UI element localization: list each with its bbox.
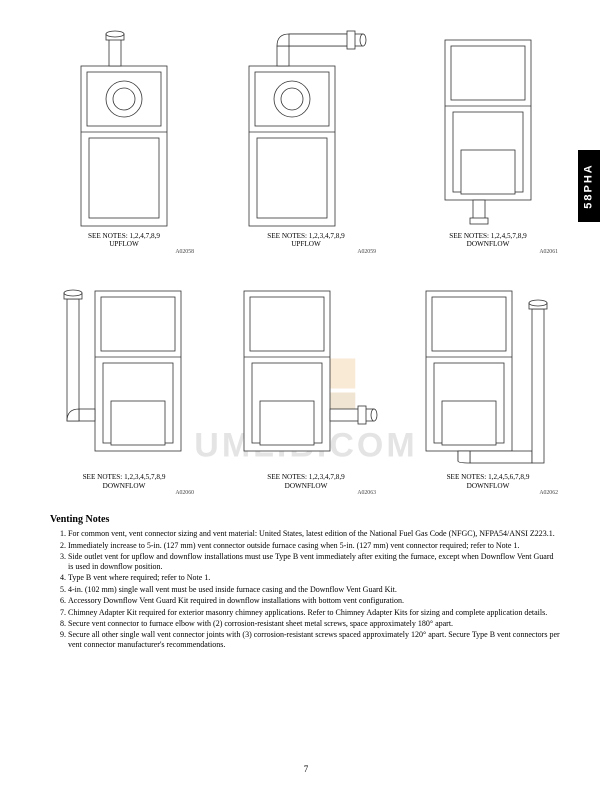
venting-notes-list: For common vent, vent connector sizing a… (44, 529, 568, 649)
notes-line: SEE NOTES: 1,2,3,4,5,7,8,9 (44, 473, 204, 481)
furnace-diagram-upflow-straight (59, 28, 189, 228)
model-side-tab: 58PHA (578, 150, 600, 222)
flow-label: DOWNFLOW (226, 482, 386, 490)
notes-line: SEE NOTES: 1,2,4,7,8,9 (44, 232, 204, 240)
diagram-code: A02058 (44, 249, 204, 256)
furnace-diagram-downflow-straight (423, 28, 553, 228)
furnace-diagram-downflow-side-up (49, 269, 199, 469)
diagram-caption: SEE NOTES: 1,2,4,5,7,8,9 DOWNFLOW A02061 (408, 232, 568, 255)
note-item: Side outlet vent for upflow and downflow… (68, 552, 560, 571)
model-label: 58PHA (583, 163, 595, 208)
diagram-code: A02062 (408, 490, 568, 497)
note-item: Secure all other single wall vent connec… (68, 630, 560, 649)
diagram-cell: SEE NOTES: 1,2,3,4,5,7,8,9 DOWNFLOW A020… (44, 269, 204, 496)
venting-notes-title: Venting Notes (50, 514, 568, 525)
diagram-code: A02060 (44, 490, 204, 497)
note-item: Secure vent connector to furnace elbow w… (68, 619, 560, 628)
flow-label: UPFLOW (226, 240, 386, 248)
diagram-code: A02059 (226, 249, 386, 256)
flow-label: UPFLOW (44, 240, 204, 248)
note-item: 4-in. (102 mm) single wall vent must be … (68, 585, 560, 594)
furnace-diagram-downflow-elbow-side (226, 269, 386, 469)
notes-line: SEE NOTES: 1,2,4,5,7,8,9 (408, 232, 568, 240)
page-number: 7 (0, 764, 612, 774)
notes-line: SEE NOTES: 1,2,3,4,7,8,9 (226, 473, 386, 481)
note-item: Accessory Downflow Vent Guard Kit requir… (68, 596, 560, 605)
diagram-code: A02061 (408, 249, 568, 256)
flow-label: DOWNFLOW (408, 240, 568, 248)
diagram-caption: SEE NOTES: 1,2,4,7,8,9 UPFLOW A02058 (44, 232, 204, 255)
furnace-diagram-downflow-elbow-long (408, 269, 568, 469)
diagram-cell: SEE NOTES: 1,2,3,4,7,8,9 UPFLOW A02059 (226, 28, 386, 255)
flow-label: DOWNFLOW (44, 482, 204, 490)
flow-label: DOWNFLOW (408, 482, 568, 490)
diagram-caption: SEE NOTES: 1,2,4,5,6,7,8,9 DOWNFLOW A020… (408, 473, 568, 496)
note-item: Chimney Adapter Kit required for exterio… (68, 608, 560, 617)
notes-line: SEE NOTES: 1,2,3,4,7,8,9 (226, 232, 386, 240)
diagram-cell: SEE NOTES: 1,2,3,4,7,8,9 DOWNFLOW A02063 (226, 269, 386, 496)
diagram-grid: SEE NOTES: 1,2,4,7,8,9 UPFLOW A02058 (44, 28, 568, 496)
note-item: For common vent, vent connector sizing a… (68, 529, 560, 538)
note-item: Type B vent where required; refer to Not… (68, 573, 560, 582)
diagram-cell: SEE NOTES: 1,2,4,5,6,7,8,9 DOWNFLOW A020… (408, 269, 568, 496)
diagram-caption: SEE NOTES: 1,2,3,4,7,8,9 DOWNFLOW A02063 (226, 473, 386, 496)
diagram-code: A02063 (226, 490, 386, 497)
furnace-diagram-upflow-elbow (231, 28, 381, 228)
diagram-caption: SEE NOTES: 1,2,3,4,7,8,9 UPFLOW A02059 (226, 232, 386, 255)
note-item: Immediately increase to 5-in. (127 mm) v… (68, 541, 560, 550)
diagram-caption: SEE NOTES: 1,2,3,4,5,7,8,9 DOWNFLOW A020… (44, 473, 204, 496)
diagram-cell: SEE NOTES: 1,2,4,7,8,9 UPFLOW A02058 (44, 28, 204, 255)
diagram-cell: SEE NOTES: 1,2,4,5,7,8,9 DOWNFLOW A02061 (408, 28, 568, 255)
notes-line: SEE NOTES: 1,2,4,5,6,7,8,9 (408, 473, 568, 481)
